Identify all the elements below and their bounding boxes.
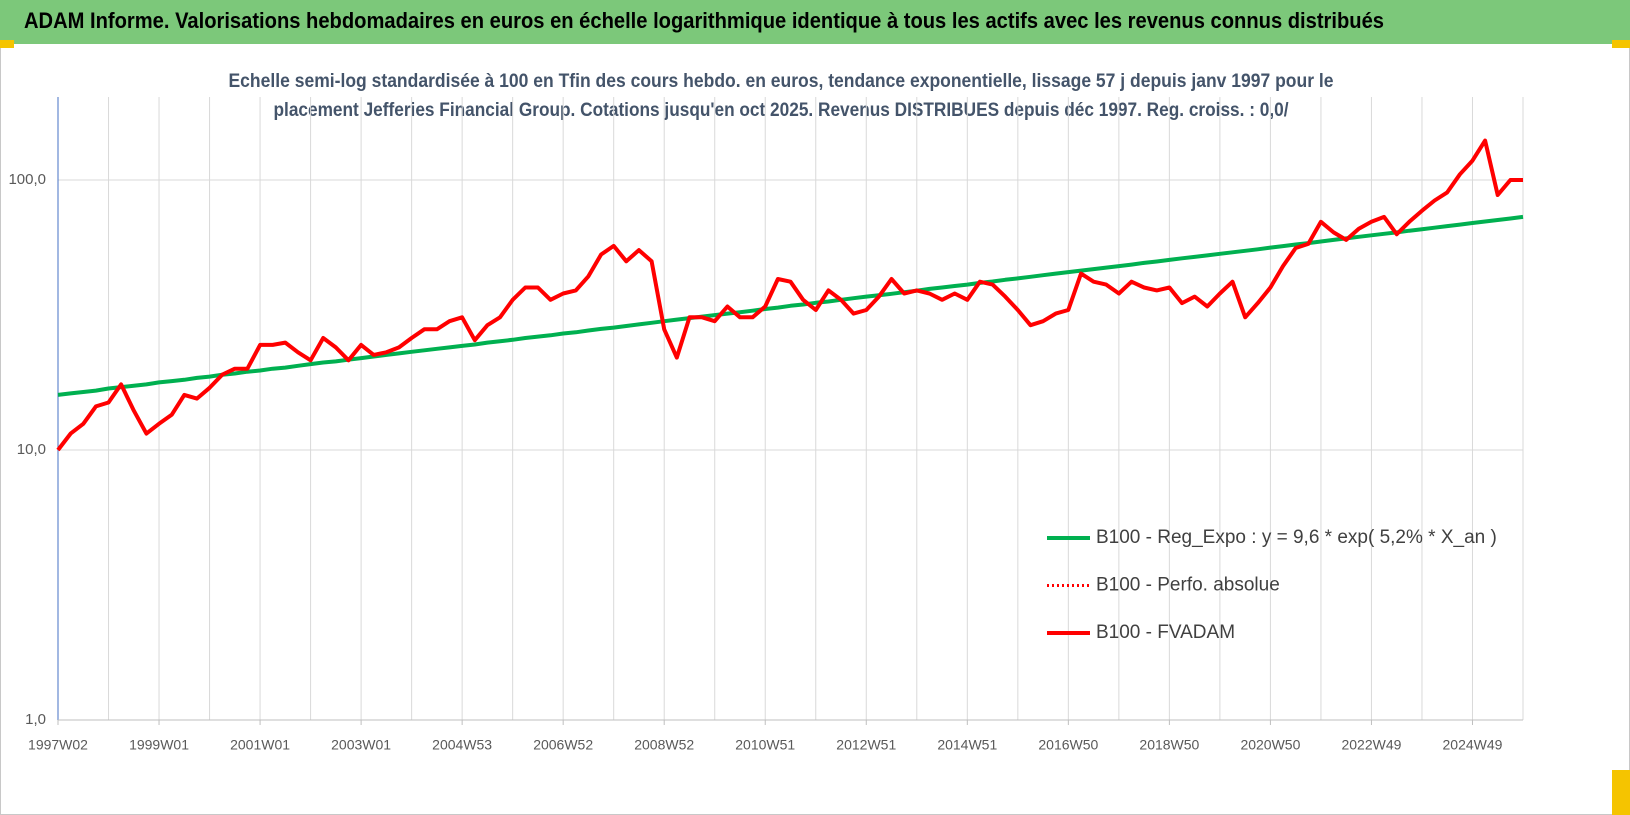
- legend-label: B100 - Reg_Expo : y = 9,6 * exp( 5,2% * …: [1096, 527, 1497, 548]
- x-tick-label: 2003W01: [331, 737, 391, 753]
- y-tick-label: 10,0: [17, 441, 46, 458]
- x-tick-label: 2004W53: [432, 737, 492, 753]
- y-tick-label: 100,0: [8, 171, 46, 188]
- x-tick-label: 2024W49: [1443, 737, 1503, 753]
- page-title: ADAM Informe. Valorisations hebdomadaire…: [24, 8, 1384, 33]
- legend-label: B100 - FVADAM: [1096, 622, 1235, 643]
- x-tick-label: 2010W51: [735, 737, 795, 753]
- corner-mark: [1612, 770, 1630, 815]
- x-tick-label: 2014W51: [937, 737, 997, 753]
- x-tick-label: 2016W50: [1038, 737, 1098, 753]
- chart-subtitle: placement Jefferies Financial Group. Cot…: [274, 100, 1290, 121]
- plot-area: 1,0 10,0 100,0 1997W02 1999W01 2001W01 2003W01…: [8, 97, 1524, 753]
- y-tick-label: 1,0: [25, 711, 46, 728]
- header-bar: [0, 0, 1630, 44]
- x-tick-label: 2022W49: [1341, 737, 1401, 753]
- corner-mark: [0, 40, 14, 48]
- x-tick-label: 2020W50: [1240, 737, 1300, 753]
- x-tick-label: 1997W02: [28, 737, 88, 753]
- x-tick-label: 2006W52: [533, 737, 593, 753]
- series-line: [56, 138, 1523, 452]
- series-line: [57, 214, 1524, 397]
- chart-subtitle: Echelle semi-log standardisée à 100 en T…: [229, 71, 1334, 92]
- x-tick-label: 2012W51: [836, 737, 896, 753]
- x-tick-label: 2018W50: [1139, 737, 1199, 753]
- x-tick-label: 1999W01: [129, 737, 189, 753]
- x-tick-label: 2001W01: [230, 737, 290, 753]
- x-tick-label: 2008W52: [634, 737, 694, 753]
- corner-mark: [1612, 40, 1630, 48]
- legend-label: B100 - Perfo. absolue: [1096, 575, 1280, 596]
